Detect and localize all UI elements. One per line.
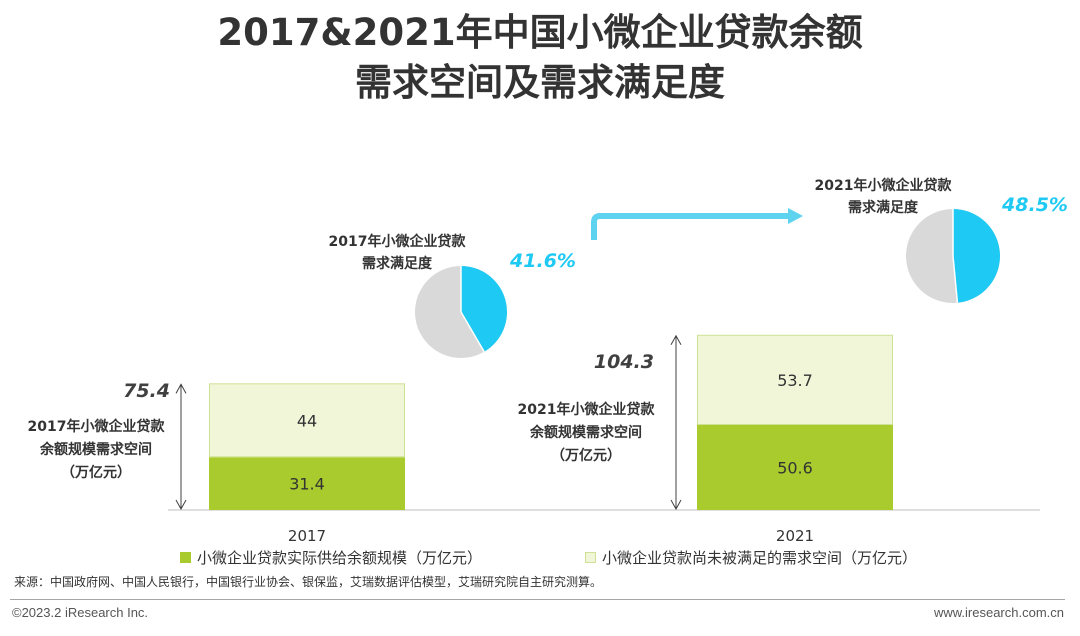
bar-supply-2017 (209, 457, 405, 510)
pie-divider-end-2021 (952, 255, 959, 303)
pie-caption-line-2-2021: 需求满足度 (848, 199, 919, 216)
chart-canvas: 31.444201775.42017年小微企业贷款余额规模需求空间（万亿元）41… (28, 177, 1068, 545)
total-caption-line-3-2021: （万亿元） (551, 447, 621, 464)
total-label-2017: 75.4 (123, 380, 170, 402)
growth-arrow-head (788, 208, 803, 224)
total-caption-line-1-2017: 2017年小微企业贷款 (28, 418, 166, 435)
total-caption-line-1-2021: 2021年小微企业贷款 (518, 401, 656, 418)
footer-divider (10, 599, 1065, 600)
data-label-unmet-2021: 53.7 (777, 371, 813, 390)
bar-unmet-2017 (209, 383, 405, 458)
pie-value-label-2021: 48.5% (1001, 194, 1068, 216)
total-caption-line-2-2017: 余额规模需求空间 (39, 441, 152, 458)
legend-item-supply: 小微企业贷款实际供给余额规模（万亿元） (180, 547, 482, 568)
bar-supply-2021 (697, 424, 893, 510)
total-label-2021: 104.3 (594, 351, 654, 373)
legend-item-unmet: 小微企业贷款尚未被满足的需求空间（万亿元） (585, 547, 917, 568)
pie-divider-end-2017 (460, 311, 485, 353)
footer-website: www.iresearch.com.cn (933, 605, 1064, 620)
legend-label-supply: 小微企业贷款实际供给余额规模（万亿元） (197, 549, 483, 567)
pie-slice-satisfied-2021 (953, 209, 1000, 303)
data-label-supply-2017: 31.4 (289, 475, 325, 494)
legend-swatch-unmet (585, 552, 596, 563)
bar-unmet-2021 (697, 334, 893, 425)
total-caption-line-2-2021: 余额规模需求空间 (529, 424, 642, 441)
source-note: 来源：中国政府网、中国人民银行，中国银行业协会、银保监，艾瑞数据评估模型，艾瑞研… (14, 575, 603, 589)
pie-caption-line-1-2021: 2021年小微企业贷款 (815, 177, 953, 194)
chart-title-line-1: 2017&2021年中国小微企业贷款余额 (217, 11, 863, 54)
total-bracket-arrow-bottom-2017 (175, 499, 187, 511)
pie-value-label-2017: 41.6% (509, 250, 576, 272)
total-caption-line-3-2017: （万亿元） (61, 464, 131, 481)
total-bracket-arrow-bottom-2021 (670, 499, 682, 511)
total-bracket-arrow-top-2017 (175, 383, 187, 394)
total-bracket-arrow-top-2021 (670, 334, 682, 346)
x-tick-label-2021: 2021 (776, 527, 814, 545)
legend-swatch-supply (180, 552, 191, 563)
growth-arrow-shaft (591, 213, 790, 240)
legend-label-unmet: 小微企业贷款尚未被满足的需求空间（万亿元） (602, 549, 918, 567)
chart-title-line-2: 需求空间及需求满足度 (355, 61, 725, 104)
pie-caption-line-2-2017: 需求满足度 (362, 255, 433, 272)
data-label-supply-2021: 50.6 (777, 458, 813, 477)
pie-caption-line-1-2017: 2017年小微企业贷款 (329, 233, 467, 250)
data-label-unmet-2017: 44 (297, 411, 317, 430)
x-tick-label-2017: 2017 (288, 527, 326, 545)
footer-copyright: ©2023.2 iResearch Inc. (12, 605, 149, 620)
